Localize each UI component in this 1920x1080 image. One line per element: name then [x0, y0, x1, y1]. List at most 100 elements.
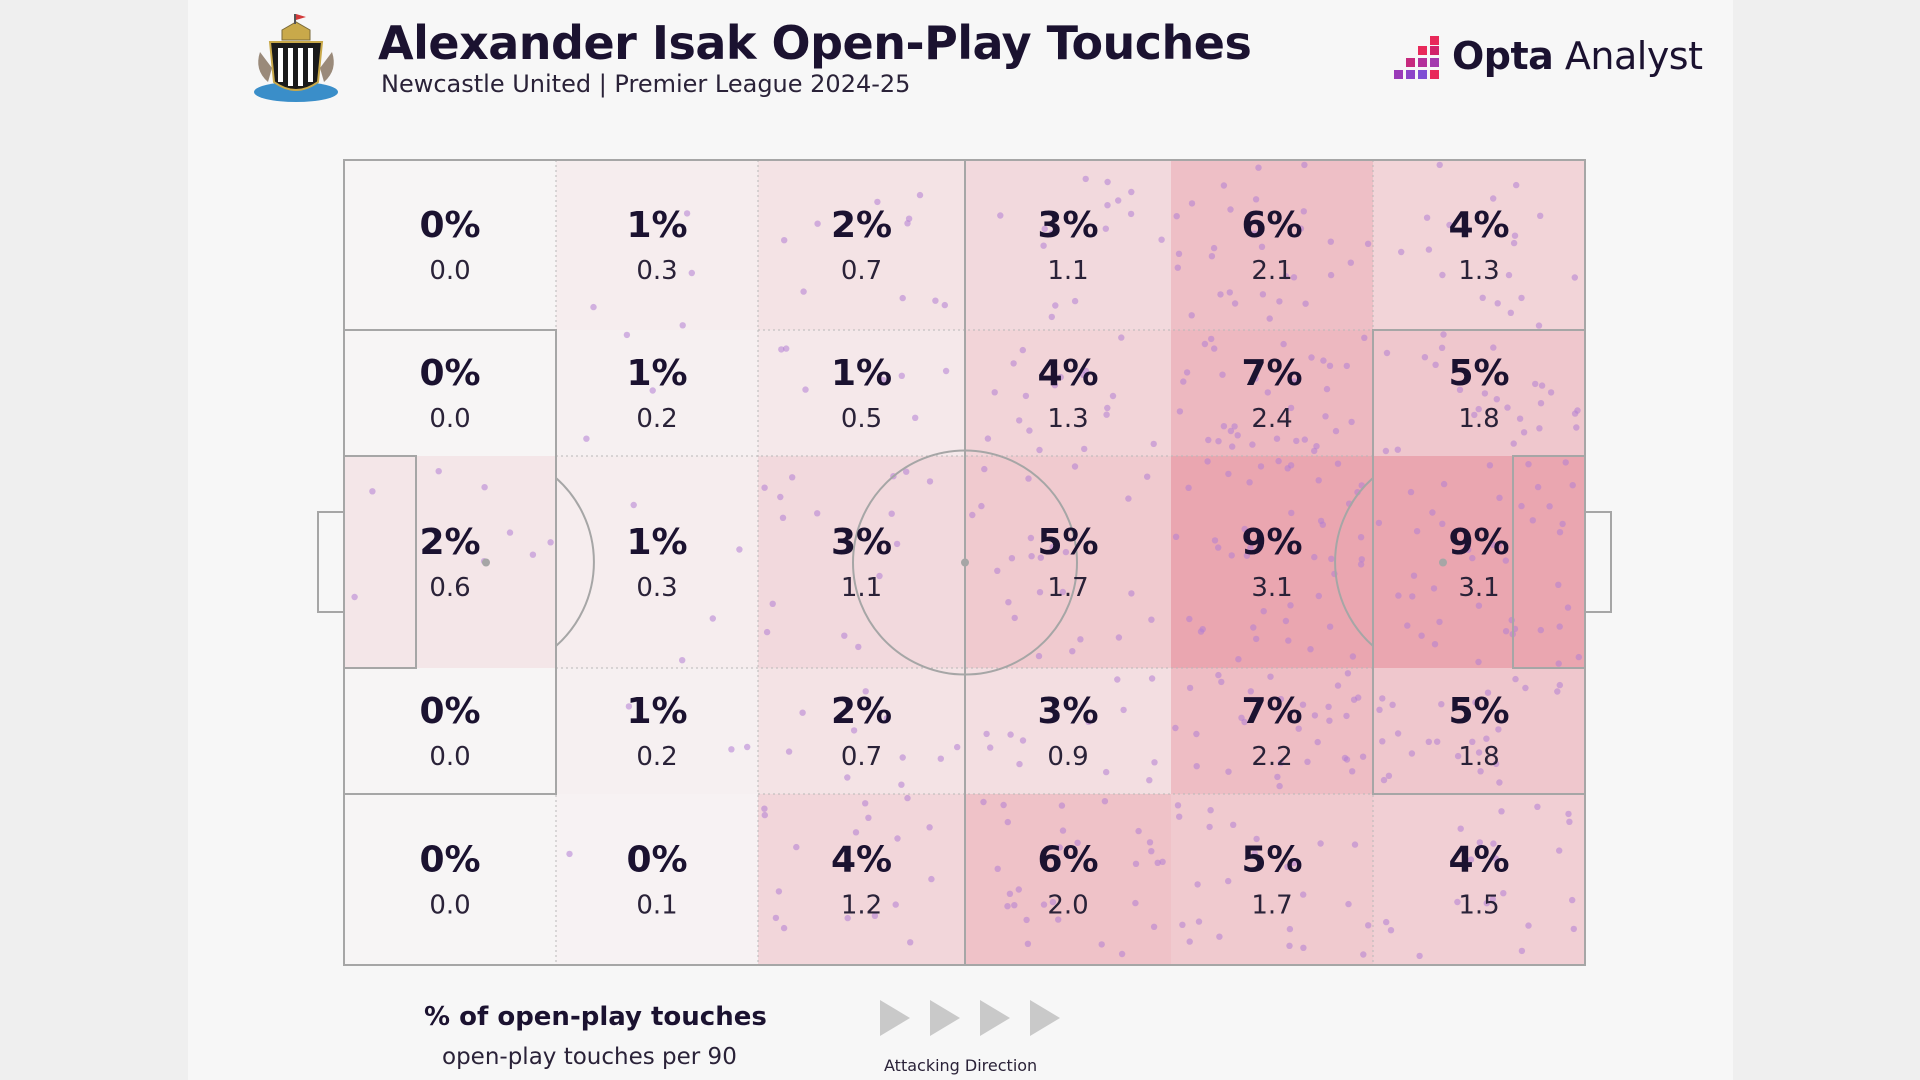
touch-dot [1193, 730, 1200, 738]
touch-dot [1343, 362, 1351, 370]
touch-dot [1431, 641, 1439, 648]
touch-dot [1295, 725, 1302, 732]
touch-dot [1266, 315, 1273, 322]
touch-dot [1446, 221, 1453, 229]
cell-pct-label: 4% [1037, 353, 1098, 394]
cell-pct-label: 4% [831, 840, 892, 881]
touch-dot [1146, 839, 1154, 846]
touch-dot [1556, 681, 1564, 689]
touch-dot [1454, 898, 1461, 906]
touch-dot [1081, 445, 1088, 453]
cell-per90-label: 1.1 [1047, 256, 1088, 286]
touch-dot [1484, 689, 1492, 696]
touch-dot [907, 939, 914, 946]
touch-dot [1215, 544, 1222, 551]
touch-dot [1273, 435, 1281, 442]
touch-dot [1293, 437, 1300, 445]
touch-dot [1150, 440, 1157, 448]
heatmap-cell-r1-c3 [758, 160, 965, 330]
touch-dot [1229, 443, 1236, 450]
touch-dot [1334, 682, 1342, 689]
touch-dot [1311, 553, 1318, 561]
touch-dot [1475, 658, 1482, 666]
cell-pct-label: 3% [831, 522, 892, 563]
touch-dot [899, 754, 906, 761]
touch-dot [1504, 404, 1511, 411]
touch-dot [1562, 459, 1569, 466]
touch-dot [1056, 844, 1063, 851]
touch-dot [1311, 712, 1319, 719]
touch-dot [1252, 375, 1259, 382]
attacking-direction-arrows [880, 1000, 1060, 1036]
touch-dot [590, 303, 597, 311]
touch-dot [1327, 271, 1335, 279]
touch-dot [1349, 653, 1357, 660]
touch-dot [1505, 271, 1513, 279]
heatmap-cell-r4-c1 [344, 668, 556, 794]
touch-dot [1300, 891, 1307, 898]
touch-dot [1457, 825, 1464, 832]
touch-dot [904, 220, 911, 227]
touch-dot [744, 743, 751, 751]
touch-dot [506, 529, 514, 536]
cell-pct-label: 0% [419, 840, 480, 881]
touch-dot [1566, 818, 1573, 825]
touch-dot [1481, 390, 1489, 397]
touch-dot [1277, 759, 1284, 767]
touch-dot [1040, 242, 1047, 249]
left-penalty-arc [555, 477, 595, 647]
touch-dot [1230, 821, 1237, 828]
touch-dot [1037, 554, 1044, 561]
newcastle-crest-icon [254, 14, 338, 102]
touch-dot [1219, 371, 1226, 378]
touch-dot [1048, 313, 1055, 321]
touch-dot [1148, 675, 1156, 682]
touch-dot [1158, 236, 1165, 243]
touch-dot [1389, 701, 1396, 708]
cell-per90-label: 0.3 [636, 256, 677, 286]
touch-dot [1345, 900, 1352, 908]
touch-dot [1479, 294, 1486, 301]
right-penalty-spot [1439, 558, 1447, 567]
touch-dot [1483, 900, 1491, 907]
touch-dot [916, 191, 924, 199]
cell-per90-label: 0.7 [841, 742, 882, 772]
cell-per90-label: 3.1 [1251, 573, 1292, 603]
touch-dot [1327, 238, 1335, 245]
touch-dot [1456, 386, 1464, 393]
touch-dot [1255, 164, 1262, 171]
touch-dot [1565, 810, 1572, 818]
touch-dot [781, 237, 788, 244]
legend-pct-label: % of open-play touches [424, 1002, 767, 1032]
direction-arrow-icon [980, 1000, 1010, 1036]
touch-dot [1195, 918, 1203, 925]
opta-logo-icon [1394, 36, 1439, 79]
touch-dot [1150, 923, 1158, 930]
touch-dot [1502, 557, 1510, 564]
touch-dot [1011, 902, 1018, 909]
touch-dot [1115, 197, 1122, 204]
touch-dot [1125, 495, 1132, 502]
touch-dot [1172, 533, 1180, 540]
touch-dot [912, 414, 919, 421]
touch-dot [688, 269, 695, 277]
touch-dot [1429, 509, 1436, 516]
touch-dot [1051, 382, 1059, 389]
touch-dot [1334, 460, 1342, 467]
touch-dot [1375, 519, 1383, 527]
cell-per90-label: 0.1 [636, 891, 677, 921]
touch-dot [1387, 927, 1395, 934]
touch-dot [1463, 541, 1470, 548]
touch-dot [547, 539, 554, 546]
heatmap-cell-r2-c2 [556, 330, 758, 456]
touch-dot [871, 912, 879, 919]
touch-dot [1036, 589, 1044, 596]
heatmap-cell-r1-c1 [344, 160, 556, 330]
touch-dot [1495, 726, 1502, 733]
touch-dot [1188, 200, 1196, 207]
touch-dot [1512, 675, 1519, 683]
touch-dot [1569, 482, 1576, 489]
heatmap-cell-r1-c5 [1171, 160, 1373, 330]
touch-dot [1199, 626, 1206, 633]
touch-dot [1228, 552, 1235, 559]
